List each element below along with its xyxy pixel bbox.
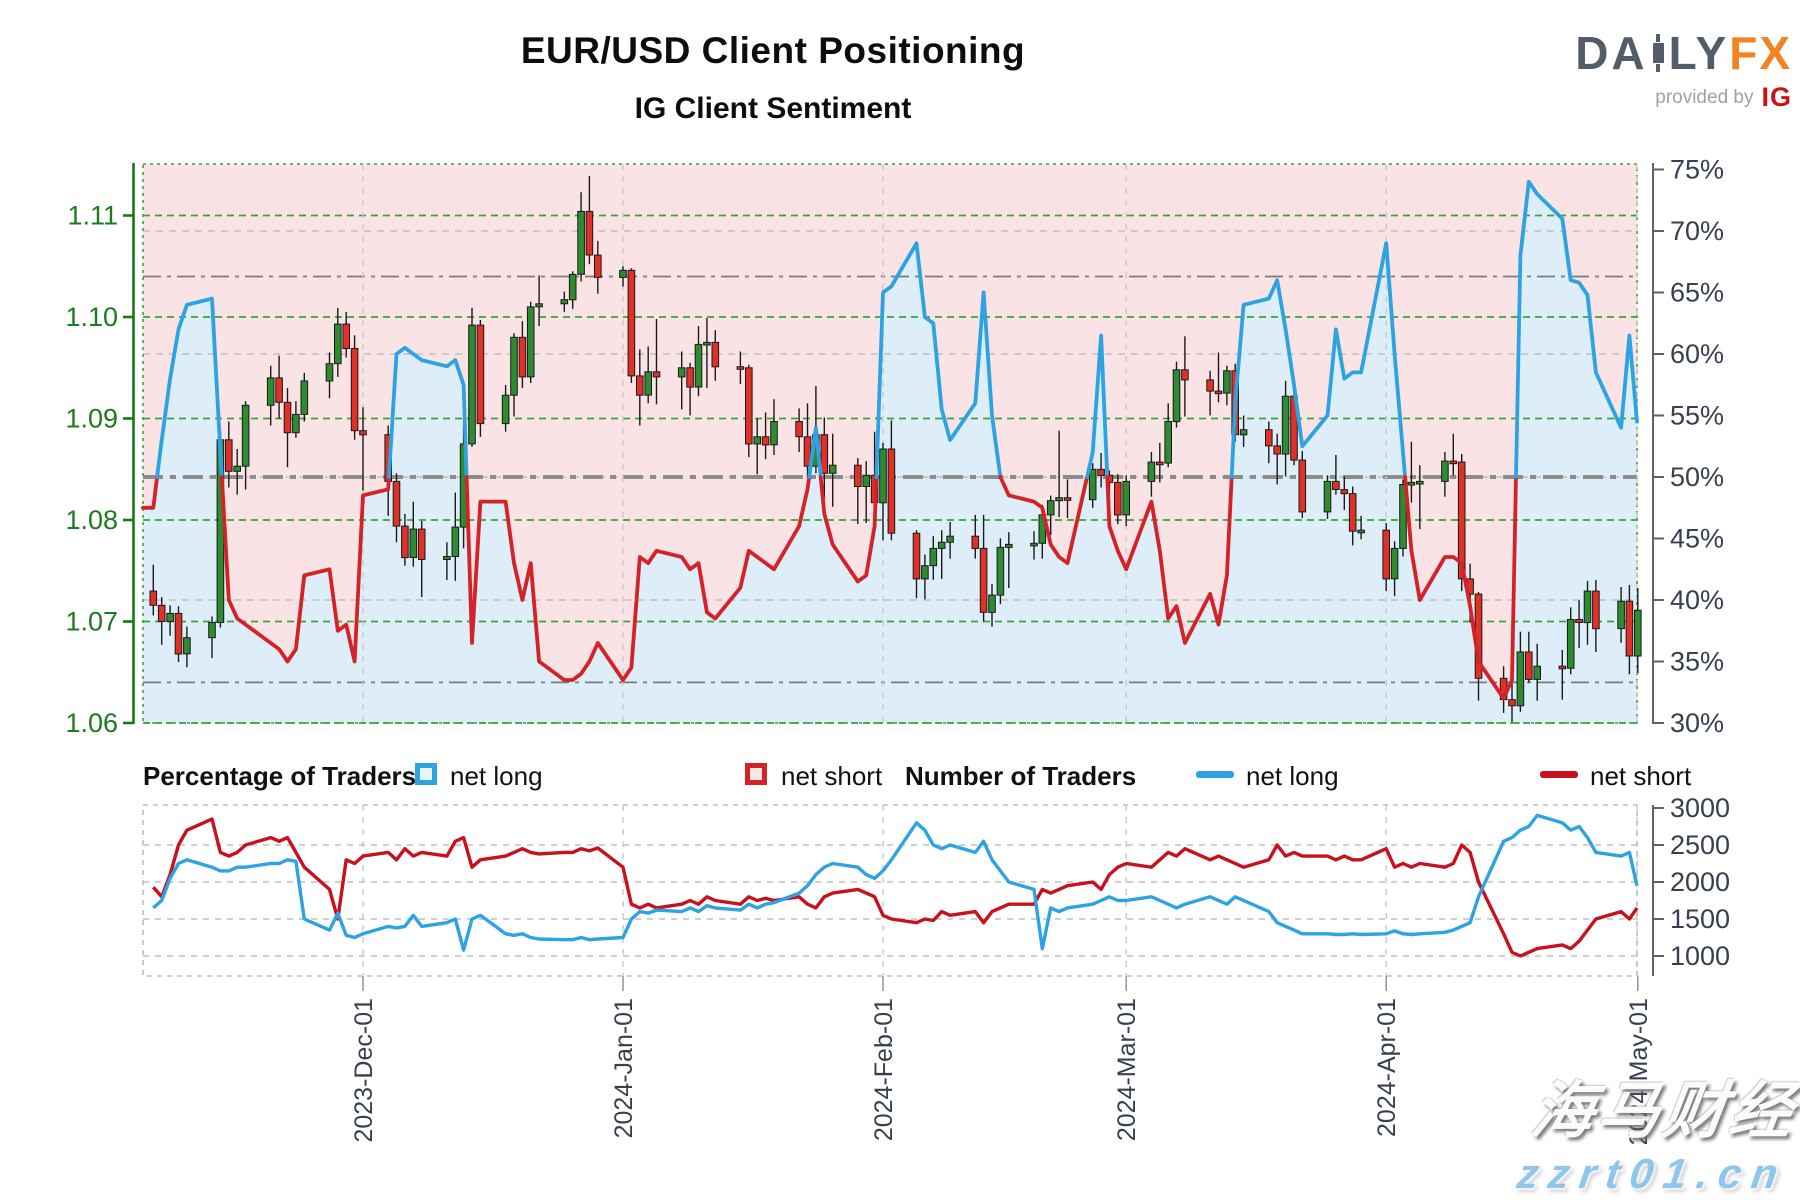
axis-label: 1500 [1670, 904, 1730, 934]
axis-label: 55% [1670, 401, 1724, 431]
axis-label: 75% [1670, 155, 1724, 185]
legend-label-num-net-short: net short [1590, 761, 1692, 791]
axis-label: 1000 [1670, 941, 1730, 971]
sentiment-pct-line [141, 179, 1639, 701]
legend-swatch-pct-net-short [745, 763, 767, 785]
axis-label: 60% [1670, 339, 1724, 369]
axis-label: 1.06 [65, 708, 118, 738]
legend-swatch-pct-net-long [415, 763, 437, 785]
axis-label: 50% [1670, 462, 1724, 492]
chart-subtitle: IG Client Sentiment [634, 92, 912, 125]
x-axis-date-label: 2024-Jan-01 [610, 998, 638, 1138]
legend-label-pct-net-long: net long [450, 761, 543, 791]
watermark: 海马财经 zzrt01.cn [1515, 1060, 1800, 1198]
axis-label: 1.09 [65, 404, 118, 434]
x-axis-date-label: 2024-Mar-01 [1113, 998, 1141, 1141]
watermark-line2: zzrt01.cn [1514, 1150, 1792, 1197]
axis-label: 35% [1670, 647, 1724, 677]
logo-ig: IG [1761, 82, 1792, 112]
axis-label: 45% [1670, 524, 1724, 554]
axis-label: 3000 [1670, 793, 1730, 823]
x-axis-date-label: 2024-Feb-01 [870, 998, 898, 1141]
legend-swatch-num-net-long [1196, 771, 1234, 778]
page-title: EUR/USD Client Positioning [520, 30, 1026, 71]
legend-swatch-num-net-short [1540, 771, 1578, 778]
dailyfx-wordmark: DA LY FX [1575, 30, 1792, 76]
logo-text-fx: FX [1729, 27, 1792, 79]
axis-label: 70% [1670, 216, 1724, 246]
axis-label: 30% [1670, 708, 1724, 738]
logo-provided-by: provided by [1655, 87, 1754, 108]
axis-label: 1.10 [65, 302, 118, 332]
logo-text-da: DA [1575, 27, 1648, 79]
axis-label: 1.07 [65, 607, 118, 637]
legend-pct-header: Percentage of Traders [143, 761, 417, 791]
axis-label: 2500 [1670, 830, 1730, 860]
net-short-count-line [152, 817, 1639, 958]
x-axis-date-label: 2023-Dec-01 [350, 998, 378, 1143]
candlestick-icon [1652, 34, 1664, 72]
candlestick-series [149, 175, 1642, 722]
legend-label-num-net-long: net long [1246, 761, 1339, 791]
x-axis-date-label: 2024-Apr-01 [1373, 998, 1401, 1137]
watermark-line1: 海马财经 [1527, 1077, 1800, 1146]
axis-label: 1.11 [67, 201, 118, 231]
legend-label-pct-net-short: net short [781, 761, 883, 791]
legend-num-header: Number of Traders [905, 761, 1137, 791]
axis-label: 2000 [1670, 867, 1730, 897]
dailyfx-logo: DA LY FX provided by IG [1575, 30, 1792, 111]
axis-label: 40% [1670, 585, 1724, 615]
traders-panel-border [142, 804, 1638, 977]
x-axis-date-label: 2024-May-01 [1625, 998, 1653, 1145]
logo-text-ly: LY [1668, 27, 1730, 79]
axis-label: 65% [1670, 278, 1724, 308]
net-long-count-line [152, 813, 1639, 952]
axis-label: 1.08 [65, 505, 118, 535]
